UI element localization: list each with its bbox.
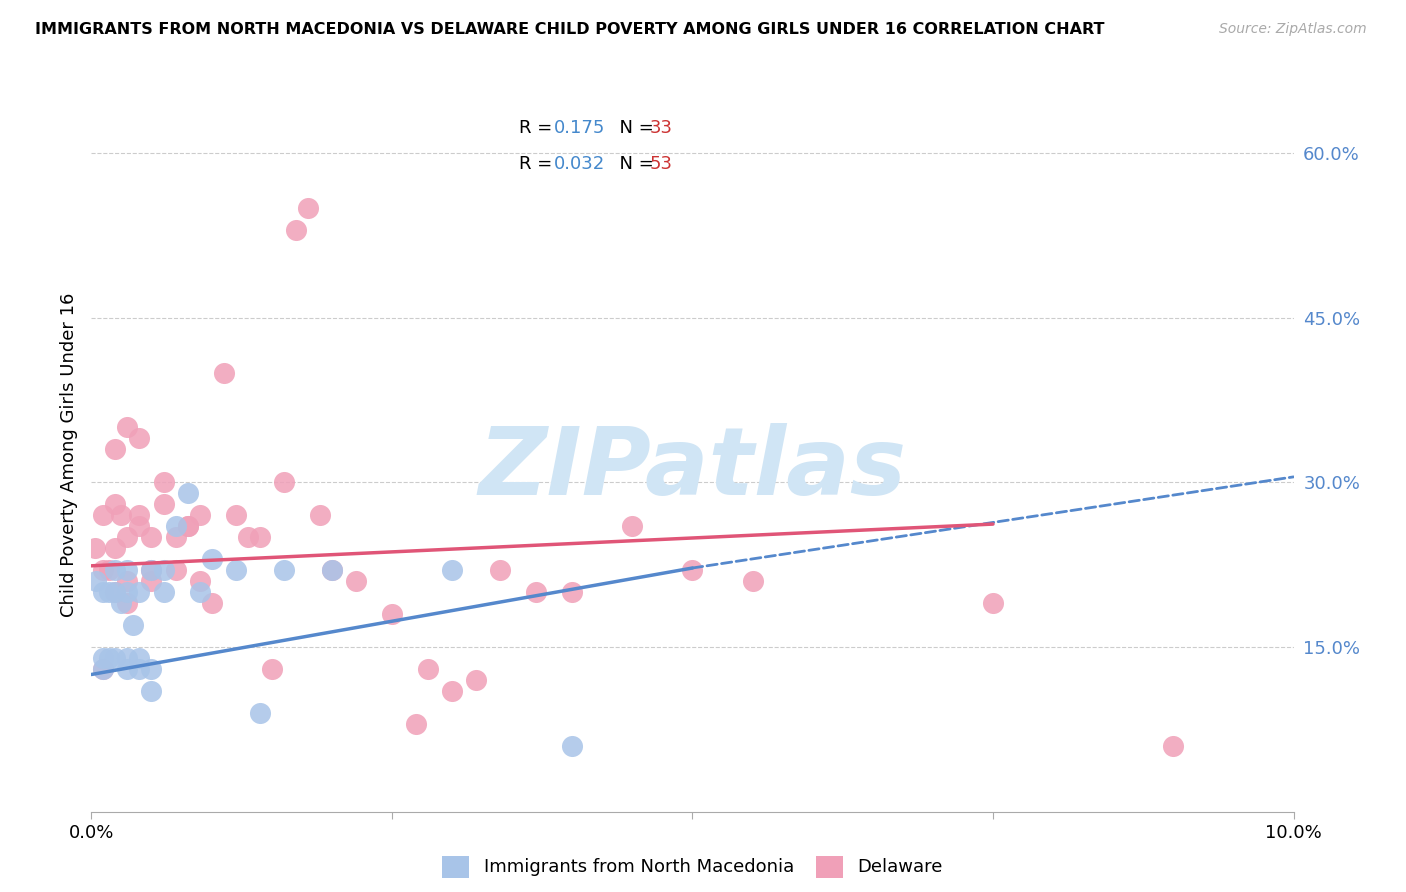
Point <box>416 662 439 676</box>
Point <box>128 519 150 533</box>
Point <box>141 574 163 589</box>
Point <box>104 442 127 457</box>
Point <box>249 706 271 720</box>
Point <box>152 563 174 577</box>
Point <box>93 508 115 523</box>
Point <box>117 662 139 676</box>
Point <box>93 651 115 665</box>
Point <box>440 684 463 698</box>
Point <box>344 574 367 589</box>
Text: IMMIGRANTS FROM NORTH MACEDONIA VS DELAWARE CHILD POVERTY AMONG GIRLS UNDER 16 C: IMMIGRANTS FROM NORTH MACEDONIA VS DELAW… <box>35 22 1105 37</box>
Point <box>621 519 644 533</box>
Point <box>381 607 404 621</box>
Point <box>84 574 107 589</box>
Text: N =: N = <box>607 119 659 136</box>
Point <box>201 596 224 610</box>
Point <box>104 585 127 599</box>
Point <box>110 596 132 610</box>
Point <box>273 563 295 577</box>
Text: 53: 53 <box>650 155 672 173</box>
Point <box>141 563 163 577</box>
Point <box>561 739 583 753</box>
Text: R =: R = <box>519 119 558 136</box>
Point <box>201 552 224 566</box>
Point <box>128 585 150 599</box>
Point <box>308 508 330 523</box>
Point <box>188 585 211 599</box>
Point <box>128 651 150 665</box>
Point <box>188 574 211 589</box>
Point <box>405 717 427 731</box>
Point <box>176 519 198 533</box>
Point <box>297 201 319 215</box>
Point <box>284 223 307 237</box>
Point <box>273 475 295 490</box>
Text: R =: R = <box>519 155 558 173</box>
Text: ZIPatlas: ZIPatlas <box>478 423 907 516</box>
Point <box>176 519 198 533</box>
Point <box>260 662 283 676</box>
Point <box>165 519 187 533</box>
Point <box>212 366 235 380</box>
Text: 33: 33 <box>650 119 672 136</box>
Point <box>98 563 121 577</box>
Point <box>104 541 127 556</box>
Point <box>561 585 583 599</box>
Point <box>93 662 115 676</box>
Point <box>98 585 121 599</box>
Point <box>117 651 139 665</box>
Point <box>128 432 150 446</box>
Point <box>741 574 763 589</box>
Point <box>321 563 343 577</box>
Point <box>465 673 488 687</box>
Point <box>524 585 547 599</box>
Point <box>110 508 132 523</box>
Point <box>117 574 139 589</box>
Point <box>225 563 247 577</box>
Point <box>117 585 139 599</box>
Text: 0.175: 0.175 <box>554 119 606 136</box>
Point <box>93 585 115 599</box>
Point <box>440 563 463 577</box>
Point <box>188 508 211 523</box>
Point <box>104 585 127 599</box>
Point <box>152 585 174 599</box>
Point <box>128 662 150 676</box>
Y-axis label: Child Poverty Among Girls Under 16: Child Poverty Among Girls Under 16 <box>59 293 77 617</box>
Point <box>117 420 139 434</box>
Point <box>489 563 512 577</box>
Point <box>1161 739 1184 753</box>
Point <box>321 563 343 577</box>
Point <box>141 563 163 577</box>
Text: N =: N = <box>607 155 659 173</box>
Text: Source: ZipAtlas.com: Source: ZipAtlas.com <box>1219 22 1367 37</box>
Legend: Immigrants from North Macedonia, Delaware: Immigrants from North Macedonia, Delawar… <box>434 848 950 885</box>
Point <box>104 563 127 577</box>
Point <box>104 651 127 665</box>
Text: 0.032: 0.032 <box>554 155 606 173</box>
Point <box>152 475 174 490</box>
Point <box>93 662 115 676</box>
Point <box>117 563 139 577</box>
Point <box>141 530 163 544</box>
Point <box>117 596 139 610</box>
Point <box>152 497 174 511</box>
Point <box>104 497 127 511</box>
Point <box>681 563 703 577</box>
Point <box>122 618 145 632</box>
Point <box>981 596 1004 610</box>
Point <box>117 530 139 544</box>
Point <box>98 651 121 665</box>
Point <box>165 563 187 577</box>
Point <box>249 530 271 544</box>
Point <box>93 563 115 577</box>
Point <box>176 486 198 500</box>
Point <box>141 684 163 698</box>
Point <box>165 530 187 544</box>
Point <box>236 530 259 544</box>
Point <box>128 508 150 523</box>
Point <box>141 662 163 676</box>
Point <box>225 508 247 523</box>
Point <box>84 541 107 556</box>
